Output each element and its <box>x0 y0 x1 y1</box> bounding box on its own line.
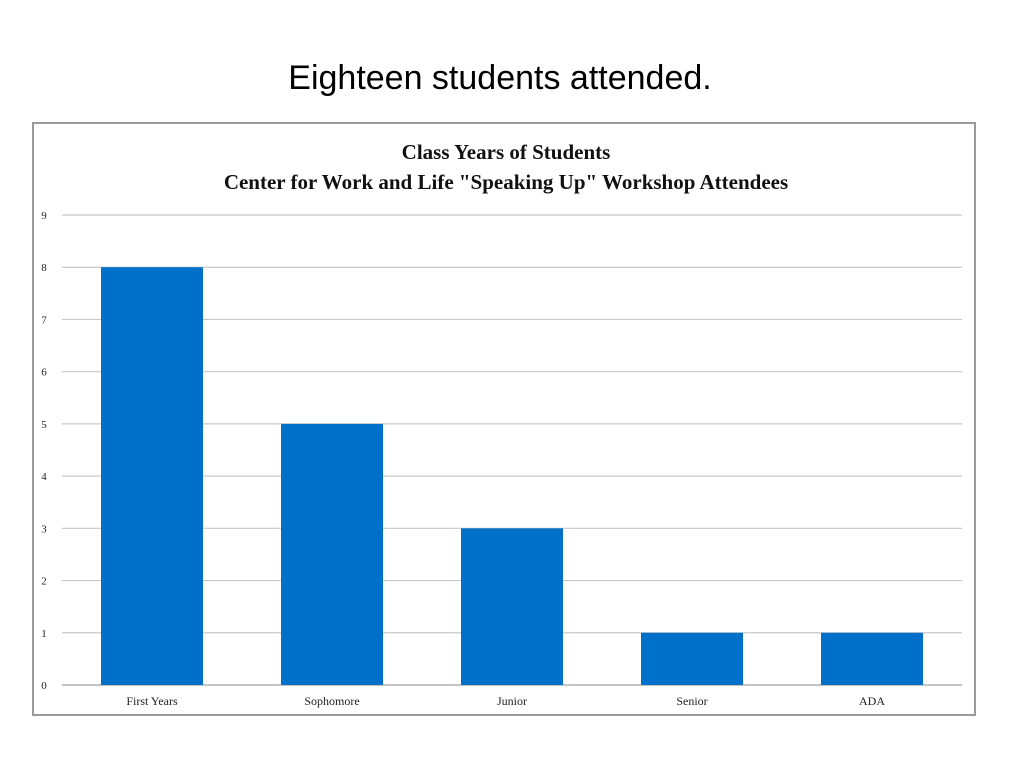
y-tick-label: 2 <box>41 576 47 588</box>
x-category-label: First Years <box>126 694 178 708</box>
bar-first-years <box>101 267 203 685</box>
y-tick-label: 5 <box>41 419 47 431</box>
y-tick-label: 0 <box>41 680 47 692</box>
y-tick-label: 6 <box>41 367 47 379</box>
bars <box>101 267 923 685</box>
x-axis-labels: First Years Sophomore Junior Senior ADA <box>126 694 885 708</box>
bar-ada <box>821 632 923 685</box>
y-tick-label: 7 <box>41 314 47 326</box>
x-category-label: Junior <box>497 694 527 708</box>
x-category-label: Senior <box>676 694 707 708</box>
slide-heading: Eighteen students attended. <box>288 59 712 97</box>
y-axis-ticks: 0 1 2 3 4 5 6 7 8 9 <box>41 210 47 692</box>
bar-chart: Class Years of Students Center for Work … <box>41 140 962 708</box>
y-tick-label: 4 <box>41 471 47 483</box>
chart-title-line-1: Class Years of Students <box>402 140 611 164</box>
chart-frame: Class Years of Students Center for Work … <box>32 122 976 716</box>
bar-senior <box>641 632 743 685</box>
x-category-label: Sophomore <box>304 694 359 708</box>
y-tick-label: 1 <box>41 628 47 640</box>
y-tick-label: 8 <box>41 262 47 274</box>
x-category-label: ADA <box>859 694 885 708</box>
chart-title-line-2: Center for Work and Life "Speaking Up" W… <box>224 170 788 194</box>
bar-junior <box>461 528 563 685</box>
y-tick-label: 3 <box>41 523 47 535</box>
y-tick-label: 9 <box>41 210 47 222</box>
bar-sophomore <box>281 423 383 685</box>
gridlines <box>62 214 962 686</box>
